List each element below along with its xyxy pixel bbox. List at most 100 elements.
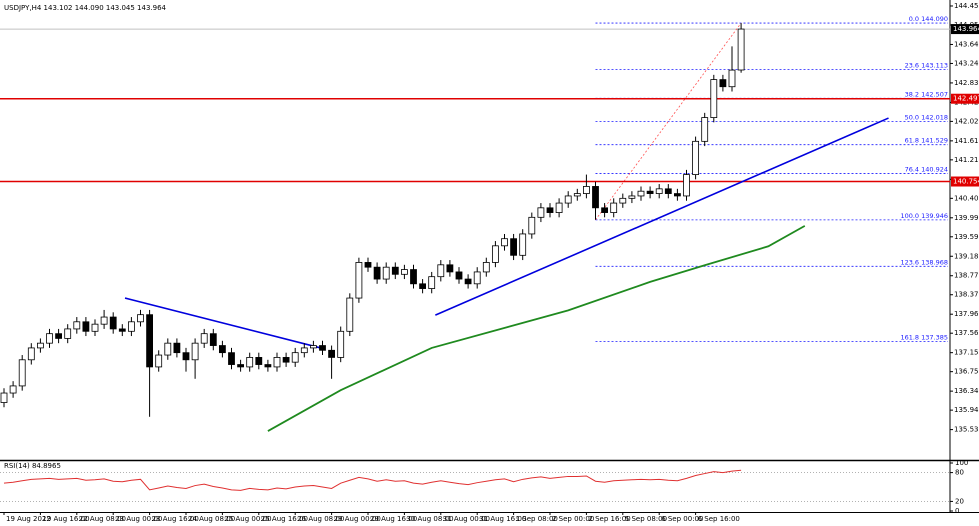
fib-label: 23.6 143.113 xyxy=(905,61,948,69)
candle-body xyxy=(18,359,26,387)
x-tick-label: 31 Aug 16:00 xyxy=(479,515,526,523)
candle-body xyxy=(473,271,481,285)
candle-body xyxy=(319,345,326,351)
current-price-tag xyxy=(951,24,979,35)
candle-body xyxy=(410,269,417,285)
fib-anchor xyxy=(595,22,742,221)
candle-body xyxy=(728,69,736,88)
candle-body xyxy=(464,278,472,285)
candle-body xyxy=(337,330,345,358)
candle-body xyxy=(491,245,499,263)
candle-body xyxy=(564,195,572,204)
fib-label: 50.0 142.018 xyxy=(905,113,948,121)
fib-label: 76.4 140.924 xyxy=(905,165,948,173)
x-tick-label: 22 Aug 08:00 xyxy=(79,515,126,523)
y-tick-label: 136.750 xyxy=(954,368,979,376)
rsi-line xyxy=(3,469,742,491)
candle-body xyxy=(82,321,90,332)
candle-body xyxy=(419,283,427,289)
candle-body xyxy=(601,207,608,213)
candle-body xyxy=(228,352,235,365)
x-tick-label: 19 Aug 16:00 xyxy=(42,515,89,523)
y-tick-label: 137.560 xyxy=(954,329,979,337)
candle-body xyxy=(255,357,263,365)
candle-body xyxy=(701,117,709,142)
y-tick-label: 139.990 xyxy=(954,214,979,222)
current-price-label: 143.964 xyxy=(953,25,979,33)
fib-label: 123.6 138.968 xyxy=(900,258,948,266)
candle-body xyxy=(118,328,126,332)
candle-body xyxy=(355,262,363,299)
candle-body xyxy=(346,297,354,332)
y-tick-label: 138.370 xyxy=(954,291,979,299)
candle-body xyxy=(246,357,254,368)
candle-body xyxy=(109,316,117,330)
y-tick-label: 142.830 xyxy=(954,79,979,87)
candle-body xyxy=(546,207,554,213)
rsi-tick-label: 80 xyxy=(955,469,964,477)
x-tick-label: 6 Sep 16:00 xyxy=(698,515,740,523)
y-tick-label: 135.940 xyxy=(954,406,979,414)
candle-body xyxy=(482,262,490,273)
moving-average xyxy=(267,225,806,432)
candle-body xyxy=(364,262,372,268)
price-tag xyxy=(951,176,979,187)
price-tag-label: 140.754 xyxy=(953,178,979,186)
candle-body xyxy=(528,216,536,235)
candle-body xyxy=(27,347,35,361)
candle-body xyxy=(573,193,581,197)
candle-body xyxy=(592,186,599,209)
candle-body xyxy=(437,264,445,278)
candle-body xyxy=(146,314,154,368)
x-tick-label: 29 Aug 16:00 xyxy=(370,515,417,523)
candle-body xyxy=(9,385,17,394)
candle-body xyxy=(628,195,636,199)
y-tick-label: 141.210 xyxy=(954,156,979,164)
x-tick-label: 5 Sep 08:00 xyxy=(625,515,667,523)
candle-body xyxy=(237,364,245,368)
candle-body xyxy=(328,349,336,358)
candle-body xyxy=(510,238,518,256)
x-tick-label: 2 Sep 00:00 xyxy=(552,515,594,523)
y-tick-label: 138.770 xyxy=(954,272,979,280)
candle-body xyxy=(209,333,217,346)
candle-body xyxy=(173,342,181,354)
price-tag-label: 142.497 xyxy=(953,95,979,103)
candle-body xyxy=(91,323,99,332)
candle-body xyxy=(155,354,163,368)
trendline xyxy=(124,297,321,349)
y-tick-label: 135.530 xyxy=(954,426,979,434)
y-tick-label: 139.590 xyxy=(954,233,979,241)
y-tick-label: 137.150 xyxy=(954,349,979,357)
chart-title: USDJPY,H4 143.102 144.090 143.045 143.96… xyxy=(4,4,167,12)
y-tick-label: 143.640 xyxy=(954,40,979,48)
fib-label: 0.0 144.090 xyxy=(909,15,948,23)
candle-body xyxy=(0,392,8,403)
y-tick-label: 140.400 xyxy=(954,194,979,202)
candle-body xyxy=(127,321,135,332)
candle-body xyxy=(64,328,72,339)
candle-body xyxy=(619,197,627,204)
trendline xyxy=(435,117,889,316)
candle-body xyxy=(100,316,108,325)
fib-label: 161.8 137.385 xyxy=(900,334,948,342)
candle-body xyxy=(291,352,299,363)
candle-body xyxy=(710,79,718,118)
candle-body xyxy=(655,188,663,194)
candle-body xyxy=(719,79,727,88)
candle-body xyxy=(683,174,690,197)
candle-body xyxy=(400,269,408,275)
rsi-tick-label: 100 xyxy=(955,459,968,467)
x-tick-label: 25 Aug 16:00 xyxy=(261,515,308,523)
candle-body xyxy=(373,266,381,280)
candle-body xyxy=(218,345,226,354)
candle-body xyxy=(501,238,508,247)
fib-label: 61.8 141.529 xyxy=(905,137,948,145)
x-tick-label: 1 Sep 08:00 xyxy=(516,515,558,523)
y-tick-label: 141.610 xyxy=(954,137,979,145)
x-tick-label: 31 Aug 00:00 xyxy=(443,515,490,523)
candle-body xyxy=(646,190,654,194)
x-tick-label: 2 Sep 16:00 xyxy=(588,515,630,523)
candle-body xyxy=(309,345,317,349)
